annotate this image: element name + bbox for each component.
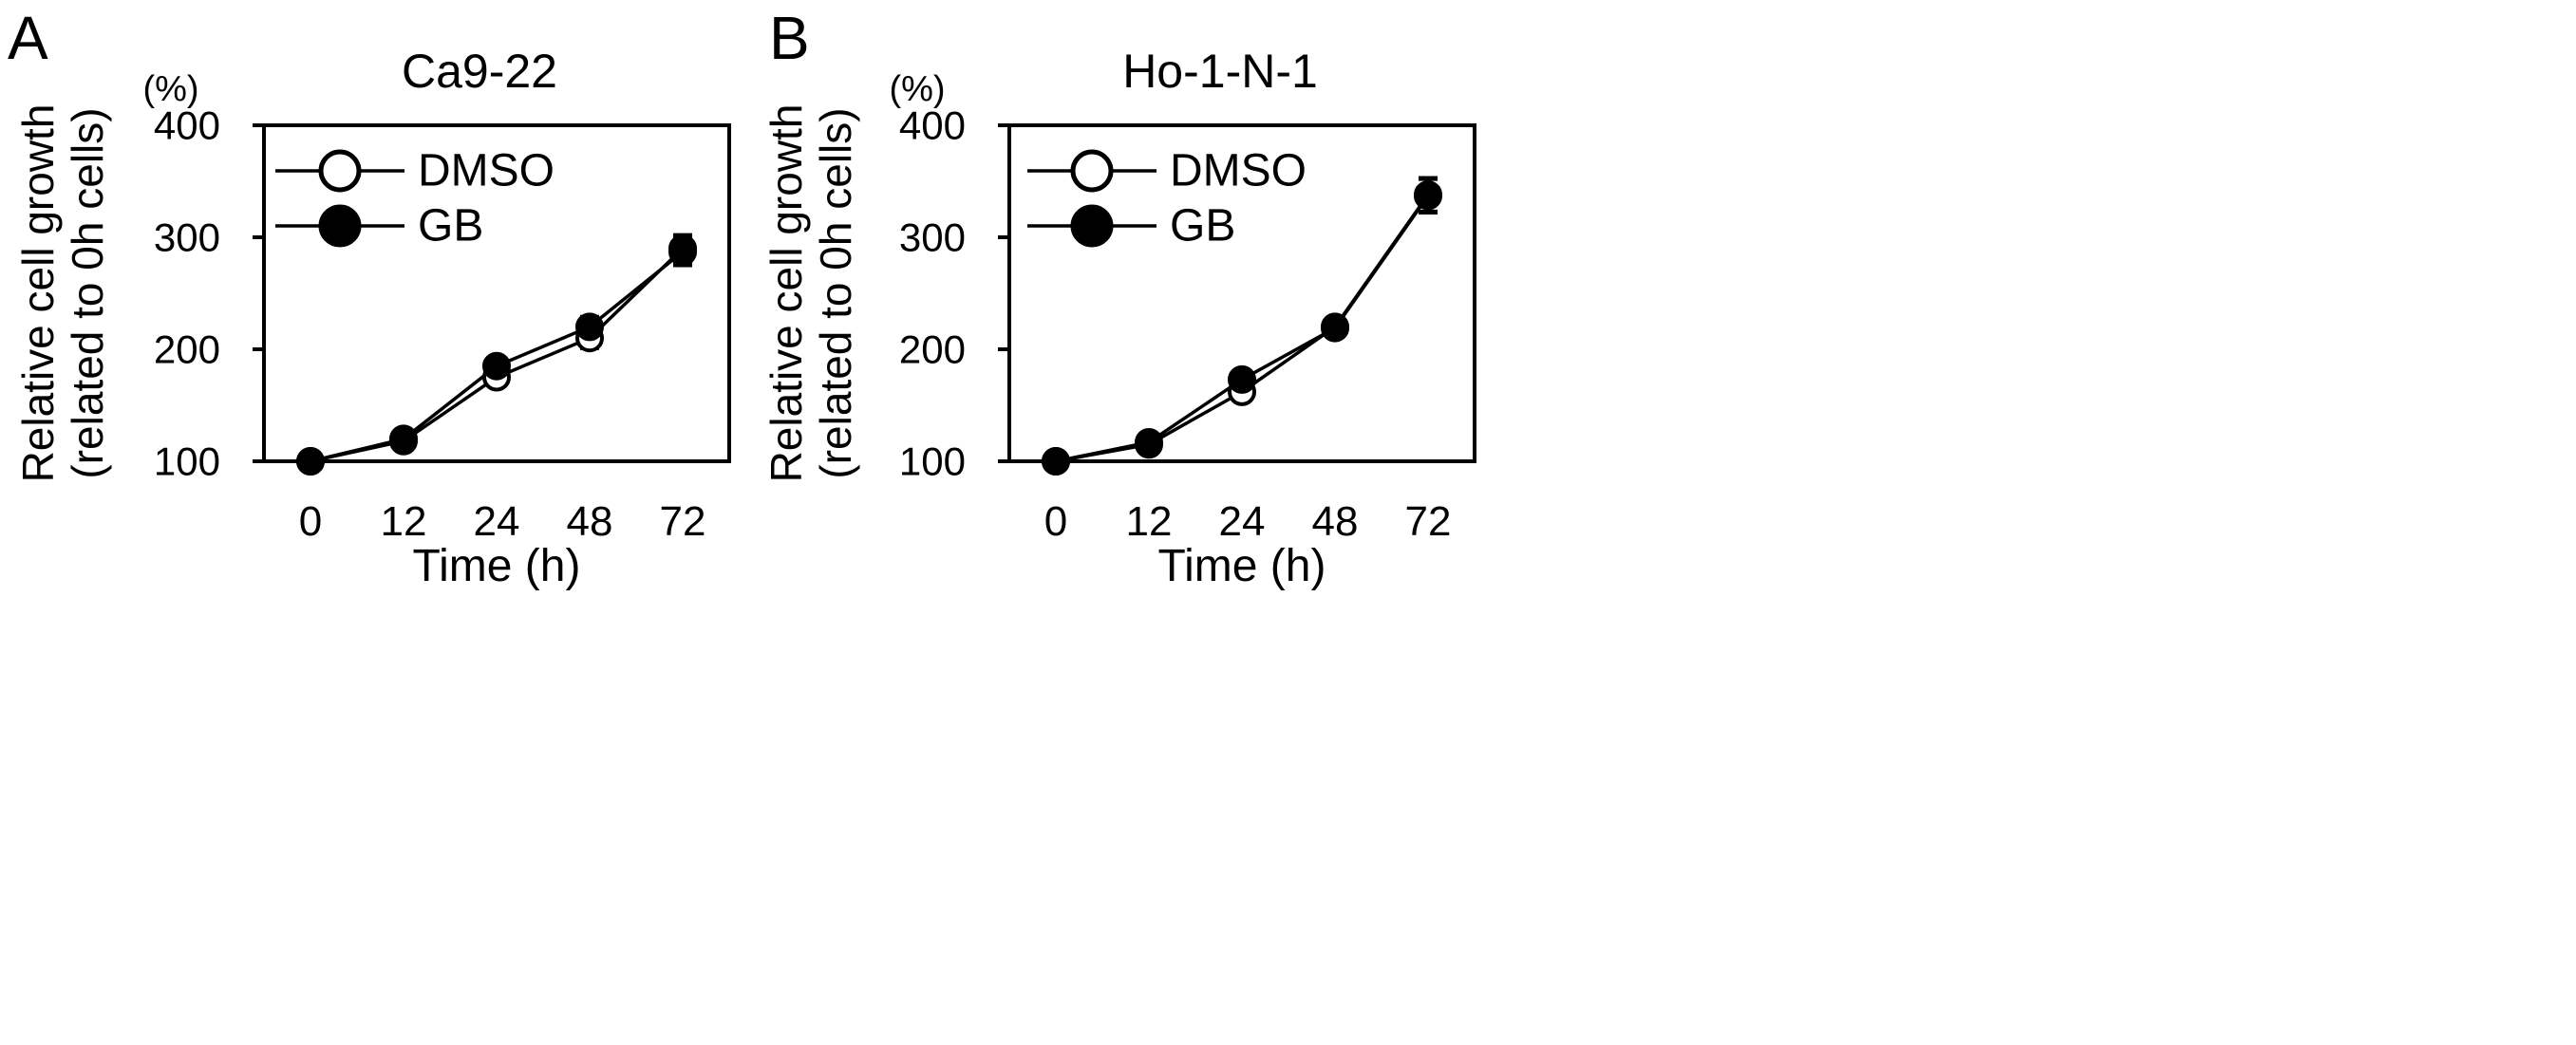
plot-frame <box>262 123 731 463</box>
x-tick-label: 24 <box>474 498 520 545</box>
data-point-filled <box>668 237 697 267</box>
data-point-filled <box>575 312 604 342</box>
chart-title: Ho-1-N-1 <box>1122 45 1318 98</box>
y-tick-label: 300 <box>899 215 966 260</box>
y-tick-label: 400 <box>899 103 966 148</box>
x-tick-label: 24 <box>1219 498 1266 545</box>
panel-label: A <box>8 4 48 72</box>
y-tick-label: 100 <box>899 439 966 484</box>
y-unit-label: (%) <box>889 69 945 109</box>
data-point-filled <box>1228 364 1256 394</box>
legend-label: GB <box>1170 201 1235 252</box>
legend-marker <box>318 204 362 248</box>
legend-label: DMSO <box>1170 146 1307 196</box>
panel-a: A Ca9-22 (%) Relative cell growth (related t… <box>8 4 731 591</box>
y-axis-title-line1: Relative cell growth <box>762 104 811 483</box>
y-unit-label: (%) <box>142 69 198 109</box>
panel-b: B Ho-1-N-1 (%) Relative cell growth (related… <box>762 4 1476 591</box>
x-tick-label: 48 <box>1312 498 1359 545</box>
y-tick-label: 300 <box>154 215 220 260</box>
y-axis-title-line2: (related to 0h cells) <box>63 107 112 478</box>
y-axis-title-line1: Relative cell growth <box>13 104 63 483</box>
x-tick-label: 0 <box>1044 498 1067 545</box>
x-tick-label: 12 <box>1126 498 1173 545</box>
x-tick-label: 0 <box>299 498 322 545</box>
y-tick-label: 200 <box>154 327 220 372</box>
data-point-filled <box>1321 313 1349 343</box>
legend-marker <box>1070 149 1114 193</box>
legend-label: DMSO <box>418 146 555 196</box>
data-point-filled <box>1042 447 1070 476</box>
x-tick-label: 48 <box>567 498 613 545</box>
legend-label: GB <box>418 201 483 252</box>
y-tick-label: 200 <box>899 327 966 372</box>
panel-label: B <box>769 4 810 72</box>
data-point-filled <box>1414 181 1442 211</box>
legend-marker <box>318 149 362 193</box>
x-axis-title: Time (h) <box>413 541 581 591</box>
data-point-filled <box>296 447 325 476</box>
legend-marker <box>1070 204 1114 248</box>
y-tick-label: 400 <box>154 103 220 148</box>
x-tick-label: 72 <box>1405 498 1452 545</box>
y-axis-title-line2: (related to 0h cells) <box>811 107 860 478</box>
series-line-gb <box>1055 195 1430 463</box>
x-axis-title: Time (h) <box>1158 541 1326 591</box>
data-point-filled <box>1135 427 1163 457</box>
chart-title: Ca9-22 <box>402 45 557 98</box>
x-tick-label: 72 <box>660 498 706 545</box>
data-point-filled <box>389 424 418 454</box>
series-line-dmso <box>1055 194 1430 463</box>
data-point-filled <box>482 351 511 381</box>
x-tick-label: 12 <box>381 498 427 545</box>
y-tick-label: 100 <box>154 439 220 484</box>
plot-frame <box>1007 123 1476 463</box>
